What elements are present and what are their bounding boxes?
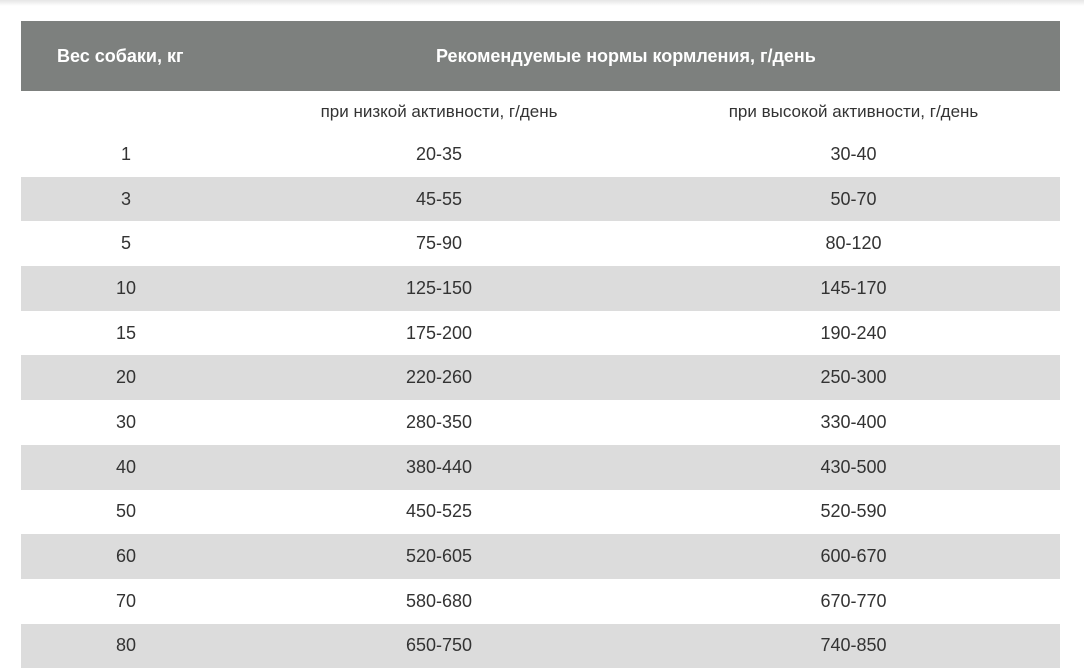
cell-low: 220-260 — [231, 355, 647, 401]
cell-high: 250-300 — [647, 355, 1060, 401]
subheader-high-activity: при высокой активности, г/день — [647, 91, 1060, 132]
table-row: 70 580-680 670-770 — [21, 578, 1060, 624]
cell-low: 450-525 — [231, 489, 647, 535]
cell-low: 520-605 — [231, 534, 647, 579]
cell-weight: 5 — [21, 221, 231, 267]
cell-weight: 20 — [21, 355, 231, 401]
subheader-low-activity: при низкой активности, г/день — [231, 91, 647, 132]
top-shadow — [0, 0, 1084, 6]
cell-high: 190-240 — [647, 310, 1060, 356]
cell-weight: 15 — [21, 310, 231, 356]
cell-weight: 70 — [21, 578, 231, 624]
table-row: 30 280-350 330-400 — [21, 400, 1060, 445]
feeding-norms-table: Вес собаки, кг Рекомендуемые нормы кормл… — [21, 21, 1060, 668]
cell-high: 600-670 — [647, 534, 1060, 579]
table-row: 15 175-200 190-240 — [21, 310, 1060, 356]
header-weight: Вес собаки, кг — [21, 21, 231, 91]
cell-high: 80-120 — [647, 221, 1060, 267]
table-subheader-row: при низкой активности, г/день при высоко… — [21, 91, 1060, 132]
cell-high: 740-850 — [647, 623, 1060, 668]
cell-high: 30-40 — [647, 132, 1060, 177]
table-row: 3 45-55 50-70 — [21, 176, 1060, 222]
cell-high: 430-500 — [647, 444, 1060, 490]
cell-low: 580-680 — [231, 578, 647, 624]
cell-weight: 30 — [21, 400, 231, 445]
table-row: 40 380-440 430-500 — [21, 444, 1060, 490]
subheader-empty — [21, 91, 231, 132]
table-row: 1 20-35 30-40 — [21, 132, 1060, 177]
cell-low: 20-35 — [231, 132, 647, 177]
cell-high: 330-400 — [647, 400, 1060, 445]
table-row: 10 125-150 145-170 — [21, 266, 1060, 311]
table-row: 80 650-750 740-850 — [21, 623, 1060, 668]
table-row: 20 220-260 250-300 — [21, 355, 1060, 401]
cell-high: 145-170 — [647, 266, 1060, 311]
cell-weight: 40 — [21, 444, 231, 490]
cell-low: 280-350 — [231, 400, 647, 445]
cell-weight: 80 — [21, 623, 231, 668]
cell-weight: 3 — [21, 176, 231, 222]
table-row: 60 520-605 600-670 — [21, 534, 1060, 579]
table-header-row: Вес собаки, кг Рекомендуемые нормы кормл… — [21, 21, 1060, 91]
header-norms: Рекомендуемые нормы кормления, г/день — [231, 21, 1060, 91]
cell-low: 45-55 — [231, 176, 647, 222]
cell-low: 75-90 — [231, 221, 647, 267]
cell-weight: 50 — [21, 489, 231, 535]
cell-high: 520-590 — [647, 489, 1060, 535]
cell-weight: 10 — [21, 266, 231, 311]
cell-low: 175-200 — [231, 310, 647, 356]
cell-low: 650-750 — [231, 623, 647, 668]
cell-low: 125-150 — [231, 266, 647, 311]
cell-weight: 1 — [21, 132, 231, 177]
table-row: 5 75-90 80-120 — [21, 221, 1060, 267]
cell-high: 50-70 — [647, 176, 1060, 222]
cell-high: 670-770 — [647, 578, 1060, 624]
cell-low: 380-440 — [231, 444, 647, 490]
cell-weight: 60 — [21, 534, 231, 579]
table-row: 50 450-525 520-590 — [21, 489, 1060, 535]
feeding-table-container: Вес собаки, кг Рекомендуемые нормы кормл… — [21, 21, 1060, 668]
